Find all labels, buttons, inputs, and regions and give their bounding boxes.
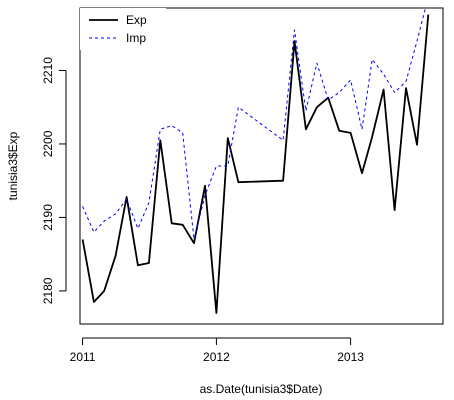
x-axis: 2011 2012 2013 (70, 337, 364, 364)
plot-box (79, 7, 444, 325)
y-tick-label: 2210 (41, 57, 55, 84)
x-tick-label: 2012 (203, 350, 230, 364)
legend-box (80, 8, 166, 50)
series-line-imp (82, 8, 426, 240)
y-tick-label: 2190 (41, 204, 55, 231)
y-tick-label: 2200 (41, 130, 55, 157)
y-axis-title: tunisia3$Exp (6, 131, 20, 200)
y-tick-label: 2180 (41, 277, 55, 304)
x-tick-label: 2011 (70, 350, 96, 364)
y-axis: 2180 2190 2200 2210 (41, 57, 67, 304)
x-tick-label: 2013 (337, 350, 364, 364)
x-axis-title: as.Date(tunisia3$Date) (200, 382, 323, 396)
legend: Exp Imp (80, 8, 166, 50)
legend-label-imp: Imp (126, 31, 146, 45)
legend-label-exp: Exp (126, 13, 147, 27)
series-line-exp (81, 14, 430, 314)
series-layer (81, 8, 430, 314)
